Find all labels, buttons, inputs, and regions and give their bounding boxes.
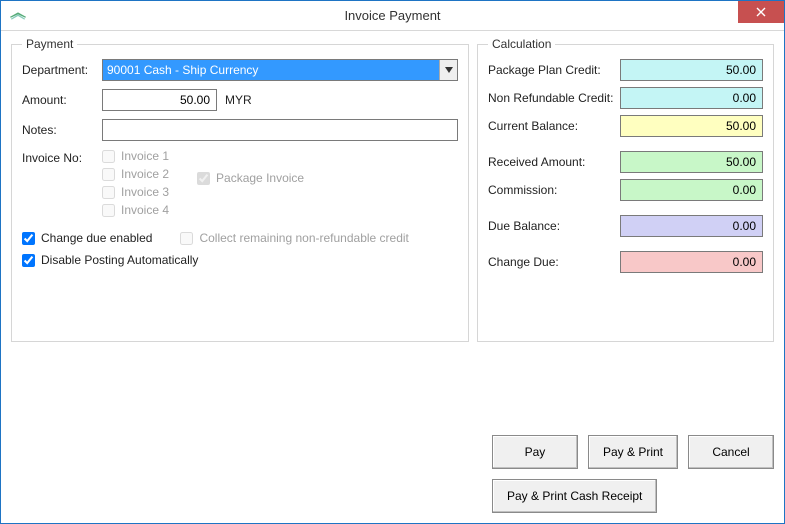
collect-remaining-label: Collect remaining non-refundable credit — [199, 231, 408, 245]
buttons-row-1: Pay Pay & Print Cancel — [492, 435, 774, 469]
received-amount-row: Received Amount: 50.00 — [488, 151, 763, 173]
non-refundable-credit-value: 0.00 — [620, 87, 763, 109]
window-frame: Invoice Payment Payment Department: 9000… — [0, 0, 785, 524]
change-due-value: 0.00 — [620, 251, 763, 273]
close-icon — [756, 7, 766, 17]
disable-posting-input[interactable] — [22, 254, 35, 267]
package-invoice-checkbox: Package Invoice — [197, 171, 304, 185]
due-balance-label: Due Balance: — [488, 219, 620, 233]
package-invoice-label: Package Invoice — [216, 171, 304, 185]
calculation-group: Calculation Package Plan Credit: 50.00 N… — [477, 37, 774, 342]
commission-label: Commission: — [488, 183, 620, 197]
due-balance-value: 0.00 — [620, 215, 763, 237]
amount-label: Amount: — [22, 93, 102, 107]
calculation-legend: Calculation — [488, 37, 555, 51]
buttons-area: Pay Pay & Print Cancel Pay & Print Cash … — [11, 423, 774, 513]
pay-button[interactable]: Pay — [492, 435, 578, 469]
change-due-enabled-checkbox[interactable]: Change due enabled — [22, 231, 152, 245]
invoice-3-input — [102, 186, 115, 199]
department-select[interactable]: 90001 Cash - Ship Currency — [102, 59, 458, 81]
invoice-1-label: Invoice 1 — [121, 149, 169, 163]
current-balance-value: 50.00 — [620, 115, 763, 137]
package-invoice-column: Package Invoice — [197, 149, 304, 185]
invoice-2-checkbox: Invoice 2 — [102, 167, 169, 181]
change-due-row: Change Due: 0.00 — [488, 251, 763, 273]
buttons-row-2: Pay & Print Cash Receipt — [492, 479, 657, 513]
department-dropdown-button[interactable] — [439, 60, 457, 80]
invoice-no-label: Invoice No: — [22, 149, 102, 165]
bottom-checks: Change due enabled Collect remaining non… — [22, 231, 458, 267]
change-due-label: Change Due: — [488, 255, 620, 269]
pay-print-cash-receipt-button[interactable]: Pay & Print Cash Receipt — [492, 479, 657, 513]
payment-group: Payment Department: 90001 Cash - Ship Cu… — [11, 37, 469, 342]
collect-remaining-checkbox: Collect remaining non-refundable credit — [180, 231, 408, 245]
due-balance-row: Due Balance: 0.00 — [488, 215, 763, 237]
invoice-4-input — [102, 204, 115, 217]
non-refundable-credit-label: Non Refundable Credit: — [488, 91, 620, 105]
change-due-enabled-label: Change due enabled — [41, 231, 152, 245]
current-balance-row: Current Balance: 50.00 — [488, 115, 763, 137]
cancel-button[interactable]: Cancel — [688, 435, 774, 469]
notes-input[interactable] — [102, 119, 458, 141]
invoice-2-input — [102, 168, 115, 181]
invoice-2-label: Invoice 2 — [121, 167, 169, 181]
pay-print-button[interactable]: Pay & Print — [588, 435, 678, 469]
close-button[interactable] — [738, 1, 784, 23]
package-plan-credit-label: Package Plan Credit: — [488, 63, 620, 77]
invoice-no-row: Invoice No: Invoice 1 Invoice 2 Invoi — [22, 149, 458, 217]
top-row: Payment Department: 90001 Cash - Ship Cu… — [11, 37, 774, 342]
non-refundable-credit-row: Non Refundable Credit: 0.00 — [488, 87, 763, 109]
disable-posting-label: Disable Posting Automatically — [41, 253, 198, 267]
buttons-grid: Pay Pay & Print Cancel Pay & Print Cash … — [492, 435, 774, 513]
amount-row: Amount: MYR — [22, 89, 458, 111]
received-amount-value: 50.00 — [620, 151, 763, 173]
chevron-down-icon — [445, 67, 453, 73]
commission-row: Commission: 0.00 — [488, 179, 763, 201]
notes-label: Notes: — [22, 123, 102, 137]
commission-value: 0.00 — [620, 179, 763, 201]
window-title: Invoice Payment — [1, 8, 784, 23]
department-label: Department: — [22, 63, 102, 77]
department-value: 90001 Cash - Ship Currency — [103, 60, 439, 80]
invoice-4-label: Invoice 4 — [121, 203, 169, 217]
invoice-1-input — [102, 150, 115, 163]
invoice-3-label: Invoice 3 — [121, 185, 169, 199]
department-row: Department: 90001 Cash - Ship Currency — [22, 59, 458, 81]
app-icon — [9, 9, 27, 23]
titlebar: Invoice Payment — [1, 1, 784, 31]
current-balance-label: Current Balance: — [488, 119, 620, 133]
invoice-checkbox-column: Invoice 1 Invoice 2 Invoice 3 Invoi — [102, 149, 169, 217]
payment-legend: Payment — [22, 37, 77, 51]
change-due-enabled-input[interactable] — [22, 232, 35, 245]
received-amount-label: Received Amount: — [488, 155, 620, 169]
package-plan-credit-value: 50.00 — [620, 59, 763, 81]
invoice-1-checkbox: Invoice 1 — [102, 149, 169, 163]
currency-label: MYR — [225, 93, 252, 107]
collect-remaining-input — [180, 232, 193, 245]
client-area: Payment Department: 90001 Cash - Ship Cu… — [1, 31, 784, 523]
disable-posting-checkbox[interactable]: Disable Posting Automatically — [22, 253, 458, 267]
package-plan-credit-row: Package Plan Credit: 50.00 — [488, 59, 763, 81]
invoice-3-checkbox: Invoice 3 — [102, 185, 169, 199]
invoice-4-checkbox: Invoice 4 — [102, 203, 169, 217]
notes-row: Notes: — [22, 119, 458, 141]
amount-input[interactable] — [102, 89, 217, 111]
package-invoice-input — [197, 172, 210, 185]
